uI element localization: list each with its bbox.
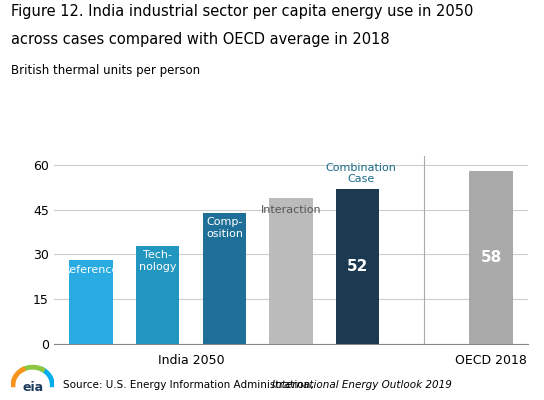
Bar: [203, 213, 246, 344]
Text: Comp-
osition: Comp- osition: [206, 217, 243, 239]
Text: across cases compared with OECD average in 2018: across cases compared with OECD average …: [11, 32, 390, 47]
Text: Reference: Reference: [63, 265, 119, 275]
Bar: [70, 260, 113, 344]
Bar: [469, 171, 512, 344]
Bar: [336, 189, 379, 344]
Text: Figure 12. India industrial sector per capita energy use in 2050: Figure 12. India industrial sector per c…: [11, 4, 473, 19]
Text: 52: 52: [347, 259, 368, 274]
Text: British thermal units per person: British thermal units per person: [11, 64, 200, 77]
Text: OECD 2018: OECD 2018: [455, 354, 527, 367]
Text: 58: 58: [480, 250, 502, 265]
Text: Tech-
nology: Tech- nology: [139, 250, 176, 272]
Text: Source: U.S. Energy Information Administration,: Source: U.S. Energy Information Administ…: [63, 380, 317, 390]
Bar: [136, 246, 180, 344]
Text: International Energy Outlook 2019: International Energy Outlook 2019: [272, 380, 452, 390]
Text: Interaction: Interaction: [261, 205, 322, 215]
Text: Combination
Case: Combination Case: [326, 163, 397, 184]
Bar: [269, 198, 313, 344]
Text: eia: eia: [22, 382, 43, 394]
Text: India 2050: India 2050: [158, 354, 224, 367]
